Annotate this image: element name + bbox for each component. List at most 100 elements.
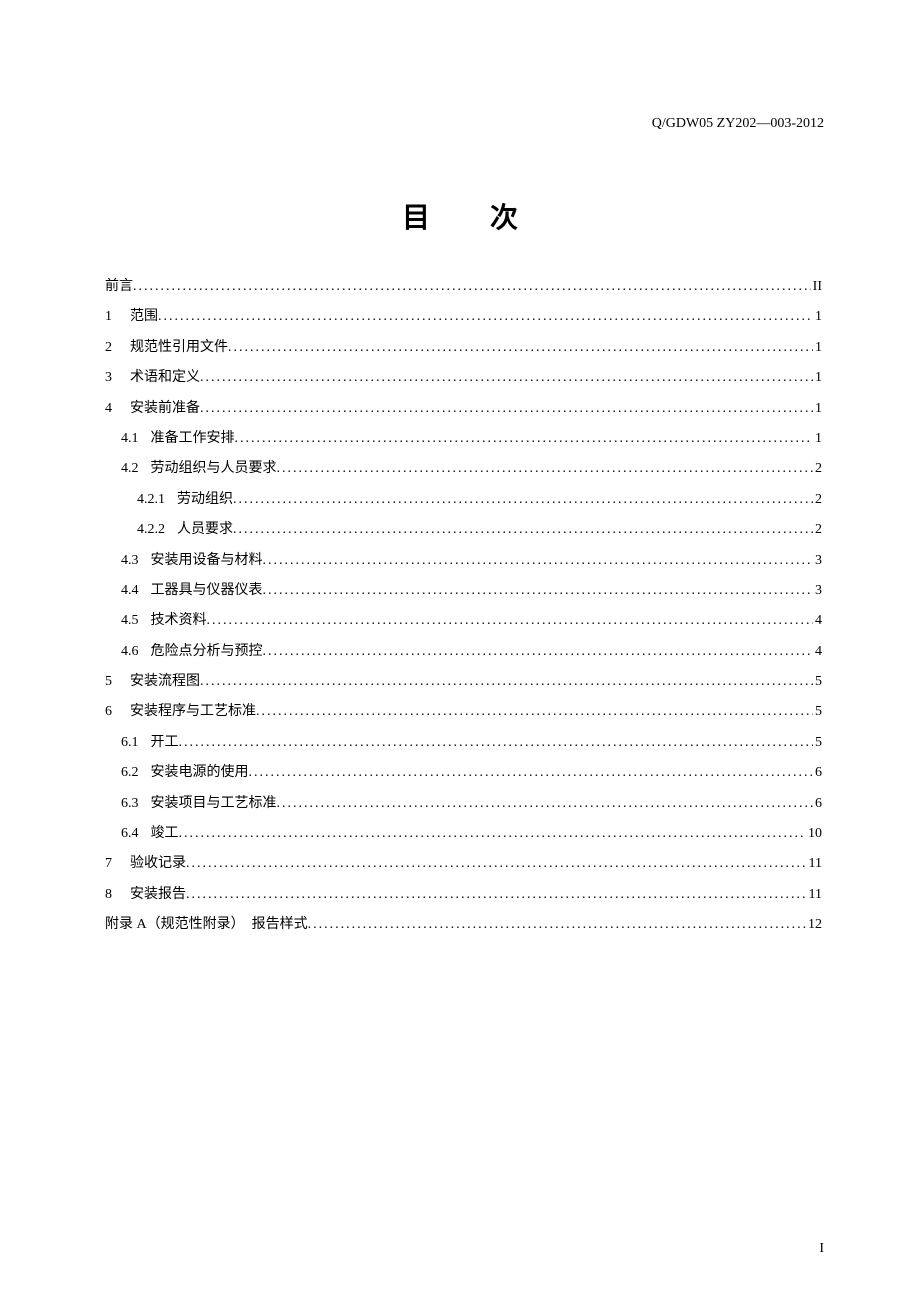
toc-entry-text: 工器具与仪器仪表 — [151, 580, 263, 602]
toc-entry-number: 4.4 — [121, 580, 139, 602]
toc-dots — [200, 671, 813, 693]
toc-entry-text: 术语和定义 — [130, 367, 200, 389]
toc-entry-text: 安装用设备与材料 — [151, 550, 263, 572]
toc-entry-number: 6.3 — [121, 793, 139, 815]
toc-entry: 4.6危险点分析与预控4 — [121, 641, 822, 663]
toc-entry-page: 5 — [815, 671, 822, 693]
toc-dots — [158, 306, 813, 328]
toc-dots — [233, 489, 813, 511]
toc-entry-number: 4 — [105, 398, 112, 420]
toc-entry: 6.3安装项目与工艺标准6 — [121, 793, 822, 815]
toc-dots — [235, 428, 814, 450]
toc-entry-page: 1 — [815, 367, 822, 389]
toc-entry-text: 规范性引用文件 — [130, 337, 228, 359]
toc-entry-number: 6.2 — [121, 762, 139, 784]
toc-dots — [249, 762, 814, 784]
toc-dots — [186, 884, 807, 906]
toc-dots — [186, 853, 807, 875]
toc-entry-number: 4.1 — [121, 428, 139, 450]
toc-entry: 前言II — [105, 276, 822, 298]
toc-entry-number: 3 — [105, 367, 112, 389]
toc-entry: 4 安装前准备 1 — [105, 398, 822, 420]
toc-dots — [263, 580, 814, 602]
toc-dots — [179, 732, 814, 754]
toc-entry-text: 安装程序与工艺标准 — [130, 701, 256, 723]
toc-entry: 4.4 工器具与仪器仪表 3 — [121, 580, 822, 602]
toc-entry: 4.3安装用设备与材料3 — [121, 550, 822, 572]
toc-entry-number: 7 — [105, 853, 112, 875]
toc-entry-text: 范围 — [130, 306, 158, 328]
toc-entry-text: 准备工作安排 — [151, 428, 235, 450]
toc-entry: 6.2 安装电源的使用 6 — [121, 762, 822, 784]
toc-dots — [277, 458, 814, 480]
table-of-contents: 前言II1范围12规范性引用文件13术语和定义14安装前准备14.1准备工作安排… — [105, 276, 822, 945]
toc-entry: 4.1 准备工作安排 1 — [121, 428, 822, 450]
toc-entry: 4.5技术资料4 — [121, 610, 822, 632]
toc-entry-text: 安装报告 — [130, 884, 186, 906]
toc-entry-page: 11 — [809, 853, 822, 875]
toc-entry-text: 危险点分析与预控 — [151, 641, 263, 663]
toc-entry-text: 人员要求 — [177, 519, 233, 541]
toc-title: 目次 — [0, 196, 920, 236]
toc-entry: 4.2.2人员要求2 — [137, 519, 822, 541]
toc-dots — [200, 398, 813, 420]
toc-entry: 6.4 竣工 10 — [121, 823, 822, 845]
toc-entry: 2规范性引用文件1 — [105, 337, 822, 359]
toc-entry-text: 安装流程图 — [130, 671, 200, 693]
toc-dots — [256, 701, 813, 723]
toc-entry-page: 2 — [815, 489, 822, 511]
toc-entry-number: 6.1 — [121, 732, 139, 754]
toc-entry-text: 竣工 — [151, 823, 179, 845]
toc-entry-text: 安装前准备 — [130, 398, 200, 420]
toc-dots — [133, 276, 811, 298]
toc-entry-page: 4 — [815, 641, 822, 663]
toc-dots — [207, 610, 814, 632]
toc-entry-page: 6 — [815, 793, 822, 815]
toc-dots — [308, 914, 806, 936]
toc-entry-page: 10 — [808, 823, 822, 845]
toc-dots — [200, 367, 813, 389]
toc-entry: 4.2 劳动组织与人员要求 2 — [121, 458, 822, 480]
toc-entry-page: 1 — [815, 428, 822, 450]
toc-entry-text: 安装电源的使用 — [151, 762, 249, 784]
toc-entry-text: 验收记录 — [130, 853, 186, 875]
toc-entry-page: 5 — [815, 732, 822, 754]
toc-entry: 7 验收记录 11 — [105, 853, 822, 875]
toc-entry-page: 1 — [815, 306, 822, 328]
page-number: I — [819, 1241, 824, 1257]
toc-dots — [263, 641, 814, 663]
toc-entry-page: 6 — [815, 762, 822, 784]
toc-entry-page: 1 — [815, 398, 822, 420]
toc-entry-page: 5 — [815, 701, 822, 723]
toc-entry-page: 2 — [815, 458, 822, 480]
toc-entry-number: 8 — [105, 884, 112, 906]
toc-entry-number: 4.2 — [121, 458, 139, 480]
toc-entry-text: 附录 A（规范性附录） 报告样式 — [105, 914, 308, 936]
toc-entry-text: 劳动组织 — [177, 489, 233, 511]
toc-entry-text: 劳动组织与人员要求 — [151, 458, 277, 480]
toc-entry-number: 4.5 — [121, 610, 139, 632]
toc-entry: 1 范围 1 — [105, 306, 822, 328]
document-code: Q/GDW05 ZY202—003-2012 — [652, 116, 824, 132]
toc-entry-page: 1 — [815, 337, 822, 359]
toc-entry-number: 1 — [105, 306, 112, 328]
toc-dots — [277, 793, 814, 815]
toc-entry-number: 4.3 — [121, 550, 139, 572]
toc-entry: 4.2.1 劳动组织 2 — [137, 489, 822, 511]
toc-dots — [263, 550, 814, 572]
toc-entry-page: 3 — [815, 580, 822, 602]
toc-entry: 6安装程序与工艺标准5 — [105, 701, 822, 723]
toc-entry: 5安装流程图5 — [105, 671, 822, 693]
toc-entry-number: 6.4 — [121, 823, 139, 845]
toc-entry: 3 术语和定义 1 — [105, 367, 822, 389]
toc-entry-page: 12 — [808, 914, 822, 936]
toc-entry: 6.1 开工 5 — [121, 732, 822, 754]
toc-entry-text: 技术资料 — [151, 610, 207, 632]
toc-entry-number: 4.2.1 — [137, 489, 165, 511]
toc-entry-page: II — [813, 276, 822, 298]
toc-dots — [179, 823, 807, 845]
toc-entry-text: 开工 — [151, 732, 179, 754]
toc-dots — [233, 519, 813, 541]
toc-entry: 8安装报告11 — [105, 884, 822, 906]
toc-entry: 附录 A（规范性附录） 报告样式 12 — [105, 914, 822, 936]
